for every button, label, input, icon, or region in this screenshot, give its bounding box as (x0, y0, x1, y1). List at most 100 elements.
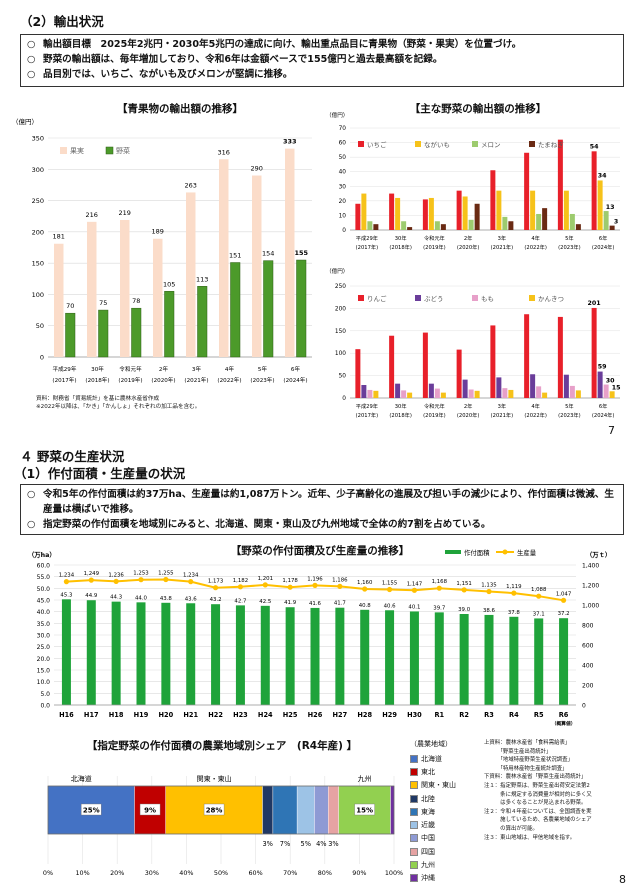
legend-label: 作付面積 (464, 548, 490, 557)
y-tick-label: 50 (339, 374, 347, 380)
area-value-label: 38.6 (483, 608, 496, 614)
legend-label: 東海 (421, 807, 435, 816)
x-tick-label: 40% (179, 869, 193, 877)
veg-value-label: 70 (66, 302, 74, 310)
production-point (337, 583, 343, 589)
production-point (287, 584, 293, 590)
section-title-export: （2）輸出状況 (20, 14, 104, 29)
production-point (88, 577, 94, 583)
production-value-label: 1,178 (282, 578, 298, 584)
x-tick-sublabel: (2024年) (283, 376, 307, 384)
series-bar (462, 379, 468, 398)
legend-label: 四国 (421, 847, 435, 856)
right-tick-label: 800 (582, 623, 594, 630)
series-bar (373, 390, 379, 398)
x-tick-sublabel: (2023年) (250, 376, 274, 384)
veg-bar (230, 262, 241, 358)
x-tick-label: 6年 (291, 365, 301, 373)
area-value-label: 42.5 (259, 599, 271, 605)
series-bar (502, 216, 508, 230)
left-tick-label: 40.0 (37, 609, 51, 616)
x-tick-label: 2年 (464, 234, 473, 242)
y-tick-label: 0 (40, 354, 44, 362)
legend-label: メロン (481, 141, 501, 149)
legend-swatch (60, 147, 67, 154)
x-tick-label: 60% (248, 869, 262, 877)
production-value-label: 1,155 (382, 581, 397, 587)
fruit-value-label: 181 (53, 233, 65, 241)
left-tick-label: 10.0 (37, 679, 51, 686)
production-point (411, 587, 418, 593)
production-value-label: 1,234 (59, 573, 75, 579)
production-point (461, 587, 467, 593)
area-bar (211, 604, 221, 705)
production-value-label: 1,196 (307, 576, 323, 582)
series-bar (557, 139, 563, 230)
production-point (188, 579, 194, 585)
x-tick-label: H30 (407, 711, 422, 719)
y-tick-label: 100 (335, 351, 346, 357)
share-segment (390, 785, 395, 835)
right-tick-label: 400 (582, 663, 594, 670)
area-value-label: 43.6 (185, 596, 198, 602)
legend-label: 中国 (421, 834, 435, 843)
series-bar (575, 390, 581, 398)
region-top-label: 北海道 (71, 774, 92, 783)
chart5-title: 【指定野菜の作付面積の農業地域別シェア (R4年産) 】 (86, 740, 358, 752)
left-tick-label: 15.0 (37, 668, 51, 675)
x-tick-sublabel: (2017年) (52, 376, 76, 384)
production-summary-box: ○ 令和5年の作付面積は約37万ha、生産量は約1,087万トン。近年、少子高齢化… (20, 484, 624, 535)
x-tick-label: H19 (134, 711, 149, 719)
legend-swatch (410, 807, 418, 816)
production-value-label: 1,151 (456, 581, 471, 587)
series-bar (490, 325, 496, 398)
y-tick-label: 200 (32, 228, 44, 236)
fruit-value-label: 219 (119, 209, 131, 217)
x-tick-sublabel: (2018年) (85, 376, 109, 384)
series-bar (428, 383, 434, 398)
y-tick-label: 250 (335, 284, 346, 290)
legend-label: 東北 (421, 767, 435, 776)
x-tick-label: R4 (509, 711, 519, 719)
legend-title: （農業地域） (410, 740, 452, 748)
right-tick-label: 0 (582, 703, 586, 710)
legend-label: 北陸 (421, 794, 435, 803)
x-tick-sublabel: (2017年) (356, 411, 378, 419)
x-tick-label: 平成29年 (356, 234, 378, 242)
series-bar (474, 203, 480, 230)
value-label: 13 (606, 204, 615, 211)
fruit-value-label: 263 (185, 181, 197, 189)
chart1-source: 資料：財務省「貿易統計」を基に農林水産省作成 ※2022年以降は、「かき」「かんし… (36, 396, 201, 410)
bullet-circle-icon: ○ (27, 489, 36, 500)
series-bar (496, 190, 502, 230)
series-bar (428, 197, 434, 230)
production-value-label: 1,160 (357, 580, 373, 586)
left-tick-label: 30.0 (37, 633, 51, 640)
series-bar (434, 221, 440, 230)
x-tick-label: 30年 (395, 234, 407, 242)
x-tick-label: H27 (333, 711, 348, 719)
x-tick-sublabel: (2020年) (151, 376, 175, 384)
share-below-label: 5% (301, 840, 311, 848)
series-bar (496, 377, 502, 398)
series-bar (524, 314, 530, 398)
production-point (138, 577, 144, 583)
production-point (486, 588, 492, 595)
area-value-label: 39.0 (458, 607, 471, 613)
x-tick-label: 3年 (192, 365, 202, 373)
production-point (262, 582, 268, 588)
production-value-label: 1,255 (158, 571, 173, 577)
legend-swatch (472, 295, 478, 301)
value-label: 59 (598, 364, 607, 371)
series-bar (542, 208, 548, 230)
x-tick-label: H23 (233, 711, 248, 719)
legend-label: 野菜 (116, 146, 130, 155)
left-tick-label: 45.0 (37, 598, 51, 605)
region-legend: （農業地域） 北海道 東北 関東・東山 北陸 東海 近畿 中国 四国 九州 沖縄 (410, 739, 456, 885)
fruit-bar (87, 221, 97, 357)
series-bar (407, 227, 413, 230)
value-label: 201 (588, 300, 601, 307)
legend-swatch (410, 754, 418, 763)
series-bar (367, 389, 373, 398)
veg-value-label: 75 (99, 299, 107, 307)
